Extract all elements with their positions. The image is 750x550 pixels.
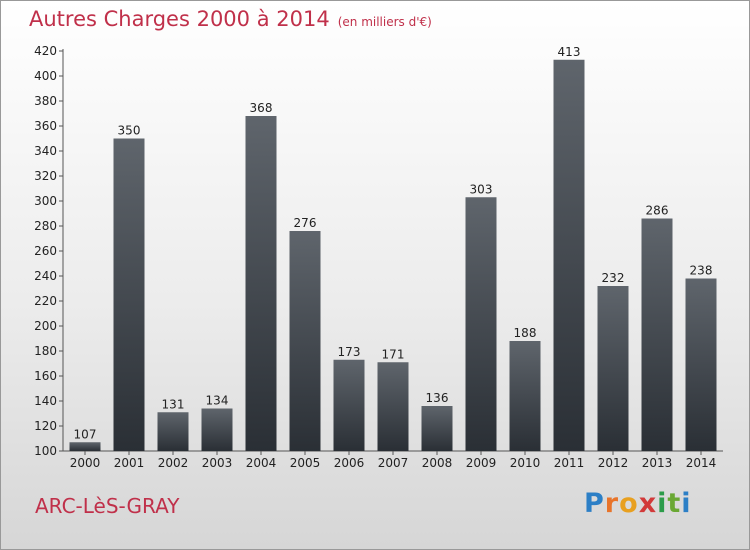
bar bbox=[597, 286, 629, 451]
bar bbox=[69, 442, 101, 451]
logo-letter: t bbox=[667, 488, 682, 519]
bar bbox=[113, 138, 145, 451]
bar bbox=[465, 197, 497, 451]
bar-value-label: 276 bbox=[294, 216, 317, 230]
bars bbox=[69, 59, 717, 451]
y-tick-label: 380 bbox=[34, 94, 57, 108]
bar bbox=[333, 359, 365, 451]
y-tick-label: 280 bbox=[34, 219, 57, 233]
y-tick-label: 300 bbox=[34, 194, 57, 208]
logo-letter: r bbox=[604, 488, 620, 519]
logo-letter: o bbox=[619, 488, 639, 519]
y-tick-label: 260 bbox=[34, 244, 57, 258]
x-tick-label: 2008 bbox=[422, 456, 453, 470]
x-tick-label: 2014 bbox=[686, 456, 717, 470]
axes: 100 120 140 160 180 200 220 240 260 280 300 320 340 3… bbox=[34, 44, 723, 458]
bar-value-label: 368 bbox=[250, 101, 273, 115]
bar-value-label: 171 bbox=[382, 347, 405, 361]
bar bbox=[157, 412, 189, 451]
y-tick-label: 400 bbox=[34, 69, 57, 83]
y-tick-label: 220 bbox=[34, 294, 57, 308]
proxiti-logo[interactable]: Proxiti bbox=[584, 488, 692, 519]
bar bbox=[509, 341, 541, 451]
y-tick-label: 140 bbox=[34, 394, 57, 408]
y-tick-label: 180 bbox=[34, 344, 57, 358]
y-tick-label: 320 bbox=[34, 169, 57, 183]
y-tick-label: 200 bbox=[34, 319, 57, 333]
logo-letter: i bbox=[681, 488, 692, 519]
labels: 107 2000 350 2001 131 2002 134 2003 368 2004 276 20… bbox=[70, 45, 717, 470]
bar bbox=[685, 278, 717, 451]
bar-value-label: 107 bbox=[74, 427, 97, 441]
bar-value-label: 303 bbox=[470, 182, 493, 196]
bar bbox=[421, 406, 453, 451]
bar-value-label: 232 bbox=[602, 271, 625, 285]
logo-letter: P bbox=[584, 488, 605, 519]
y-tick-label: 420 bbox=[34, 44, 57, 58]
bar bbox=[641, 218, 673, 451]
bar-value-label: 350 bbox=[118, 124, 141, 138]
chart-title: Autres Charges 2000 à 2014 (en milliers d… bbox=[29, 7, 432, 31]
bar bbox=[289, 231, 321, 451]
commune-name: ARC-LèS-GRAY bbox=[35, 494, 180, 518]
x-tick-label: 2012 bbox=[598, 456, 629, 470]
x-tick-label: 2003 bbox=[202, 456, 233, 470]
bar-value-label: 188 bbox=[514, 326, 537, 340]
x-tick-label: 2006 bbox=[334, 456, 365, 470]
bar-value-label: 238 bbox=[690, 264, 713, 278]
x-tick-label: 2004 bbox=[246, 456, 277, 470]
y-tick-label: 360 bbox=[34, 119, 57, 133]
chart-subtitle: (en milliers d'€) bbox=[337, 15, 432, 29]
x-tick-label: 2001 bbox=[114, 456, 145, 470]
y-tick-label: 100 bbox=[34, 444, 57, 458]
bar bbox=[201, 408, 233, 451]
logo-letter: x bbox=[638, 488, 658, 519]
x-tick-label: 2010 bbox=[510, 456, 541, 470]
bar-value-label: 173 bbox=[338, 345, 361, 359]
bar-value-label: 131 bbox=[162, 397, 185, 411]
y-tick-label: 160 bbox=[34, 369, 57, 383]
bar-value-label: 286 bbox=[646, 204, 669, 218]
x-tick-label: 2007 bbox=[378, 456, 409, 470]
logo-letter: i bbox=[657, 488, 668, 519]
x-tick-label: 2002 bbox=[158, 456, 189, 470]
bar-value-label: 413 bbox=[558, 45, 581, 59]
bar-value-label: 134 bbox=[206, 394, 229, 408]
bar-value-label: 136 bbox=[426, 391, 449, 405]
chart-title-text: Autres Charges 2000 à 2014 bbox=[29, 7, 330, 31]
y-tick-label: 120 bbox=[34, 419, 57, 433]
x-tick-label: 2011 bbox=[554, 456, 585, 470]
y-tick-label: 340 bbox=[34, 144, 57, 158]
bar bbox=[553, 59, 585, 451]
bar bbox=[245, 116, 277, 451]
bar bbox=[377, 362, 409, 451]
y-tick-label: 240 bbox=[34, 269, 57, 283]
x-tick-label: 2013 bbox=[642, 456, 673, 470]
x-tick-label: 2000 bbox=[70, 456, 101, 470]
x-tick-label: 2005 bbox=[290, 456, 321, 470]
x-tick-label: 2009 bbox=[466, 456, 497, 470]
